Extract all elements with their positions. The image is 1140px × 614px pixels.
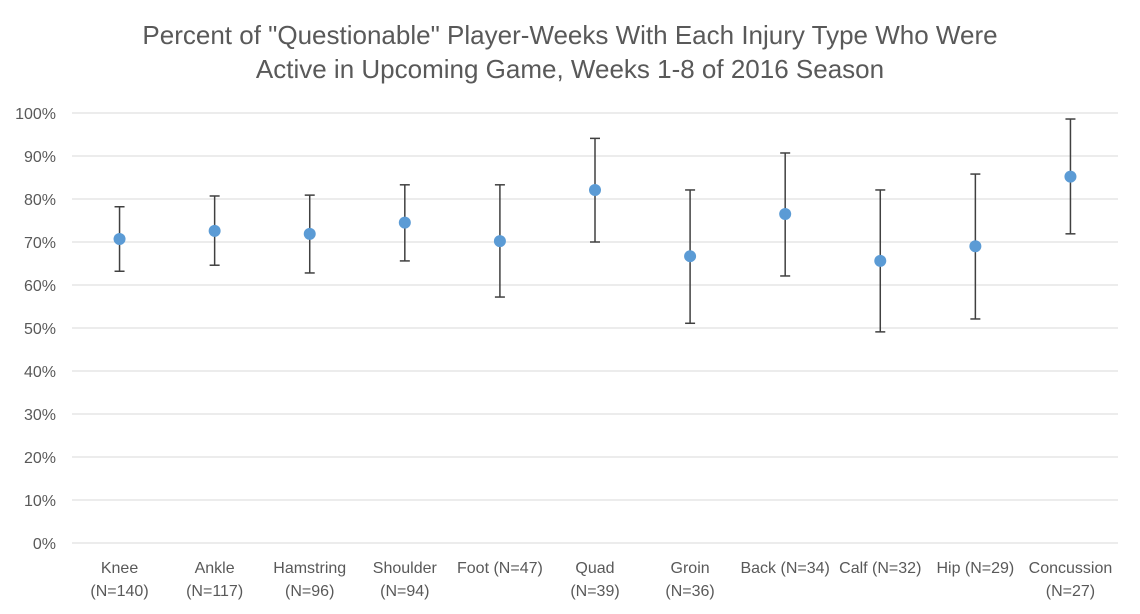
error-bars <box>114 118 1076 333</box>
data-point-4 <box>493 235 506 248</box>
data-point-3 <box>398 216 411 229</box>
x-category-label-5-line-0: Quad <box>575 560 614 577</box>
x-category-label-10-line-0: Concussion <box>1029 560 1113 577</box>
y-tick-label-50: 50% <box>24 321 56 338</box>
data-points <box>113 170 1077 267</box>
x-category-label-0-line-1: (N=140) <box>90 583 148 600</box>
x-category-label-8-line-0: Calf (N=32) <box>839 560 921 577</box>
x-category-label-9-line-0: Hip (N=29) <box>936 560 1014 577</box>
x-category-label-0-line-0: Knee <box>101 560 138 577</box>
x-category-label-10-line-1: (N=27) <box>1046 583 1095 600</box>
x-category-label-3-line-0: Shoulder <box>373 560 438 577</box>
data-point-10 <box>1064 170 1077 183</box>
x-category-label-6-line-1: (N=36) <box>665 583 714 600</box>
x-axis-category-labels: Knee (N=140) Ankle (N=117) Hamstring (N=96) Sh… <box>90 560 1112 600</box>
x-category-label-2-line-1: (N=96) <box>285 583 334 600</box>
y-tick-label-0: 0% <box>33 536 56 553</box>
data-point-1 <box>208 224 221 237</box>
x-category-label-7-line-0: Back (N=34) <box>740 560 829 577</box>
y-tick-label-60: 60% <box>24 278 56 295</box>
x-category-label-6-line-0: Groin <box>671 560 710 577</box>
y-tick-label-20: 20% <box>24 450 56 467</box>
x-category-label-4-line-0: Foot (N=47) <box>457 560 543 577</box>
data-point-0 <box>113 232 126 245</box>
y-tick-label-30: 30% <box>24 407 56 424</box>
data-point-8 <box>874 254 887 267</box>
y-tick-label-80: 80% <box>24 192 56 209</box>
chart-title: Percent of "Questionable" Player-Weeks W… <box>0 18 1140 86</box>
data-point-5 <box>589 183 601 196</box>
y-tick-label-10: 10% <box>24 493 56 510</box>
x-category-label-1-line-1: (N=117) <box>186 583 243 600</box>
chart-title-line-1: Percent of "Questionable" Player-Weeks W… <box>142 20 998 50</box>
data-point-6 <box>684 250 697 263</box>
x-category-label-5-line-1: (N=39) <box>570 583 619 600</box>
chart-title-line-2: Active in Upcoming Game, Weeks 1-8 of 20… <box>255 54 885 84</box>
y-tick-label-90: 90% <box>24 149 56 166</box>
x-category-label-2-line-0: Hamstring <box>273 560 346 577</box>
x-category-label-3-line-1: (N=94) <box>380 583 429 600</box>
x-category-label-1-line-0: Ankle <box>195 560 235 577</box>
y-tick-label-70: 70% <box>24 235 56 252</box>
data-point-7 <box>779 208 792 221</box>
y-axis-tick-labels: 0% 10% 20% 30% 40% 50% 60% 70% 80% 90% 100% <box>15 106 56 553</box>
y-tick-label-100: 100% <box>15 106 56 123</box>
y-tick-label-40: 40% <box>24 364 56 381</box>
data-point-2 <box>303 227 316 240</box>
data-point-9 <box>969 240 982 253</box>
